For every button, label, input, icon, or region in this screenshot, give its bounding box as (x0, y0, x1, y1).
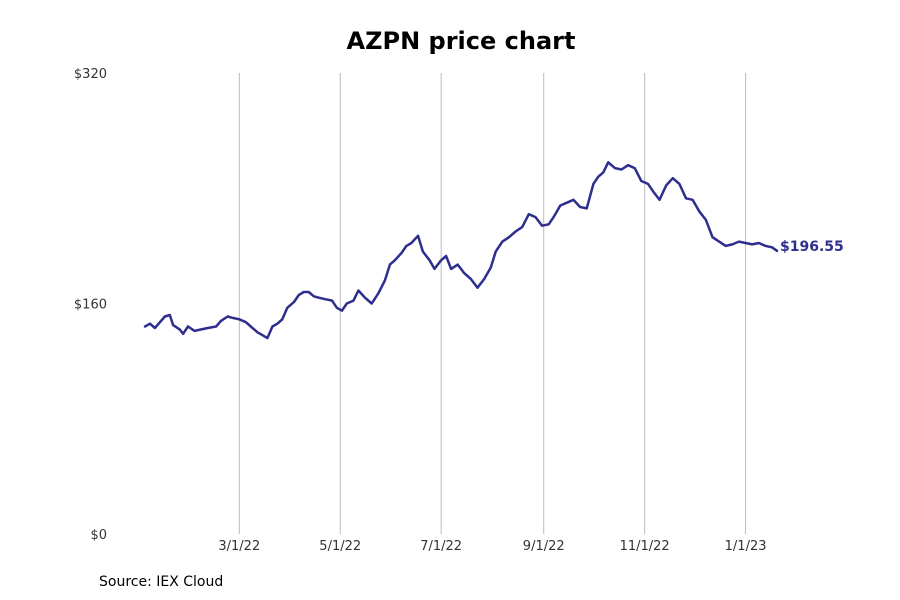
grid-lines (238, 73, 747, 534)
last-price-label: $196.55 (780, 239, 844, 255)
chart-title: AZPN price chart (346, 27, 576, 55)
x-tick-label: 7/1/22 (420, 539, 462, 554)
price-line (143, 161, 779, 340)
x-axis-ticks: 3/1/22 5/1/22 7/1/22 9/1/22 11/1/22 1/1/23 (218, 539, 766, 554)
x-tick-label: 11/1/22 (620, 539, 670, 554)
y-tick-label: $160 (74, 298, 107, 313)
y-tick-label: $320 (74, 67, 107, 82)
source-note: Source: IEX Cloud (99, 574, 224, 590)
y-axis-ticks: $0 $160 $320 (74, 67, 107, 543)
x-tick-label: 1/1/23 (725, 539, 767, 554)
y-tick-label: $0 (90, 528, 107, 543)
x-tick-label: 5/1/22 (319, 539, 361, 554)
x-tick-label: 9/1/22 (523, 539, 565, 554)
x-tick-label: 3/1/22 (218, 539, 260, 554)
